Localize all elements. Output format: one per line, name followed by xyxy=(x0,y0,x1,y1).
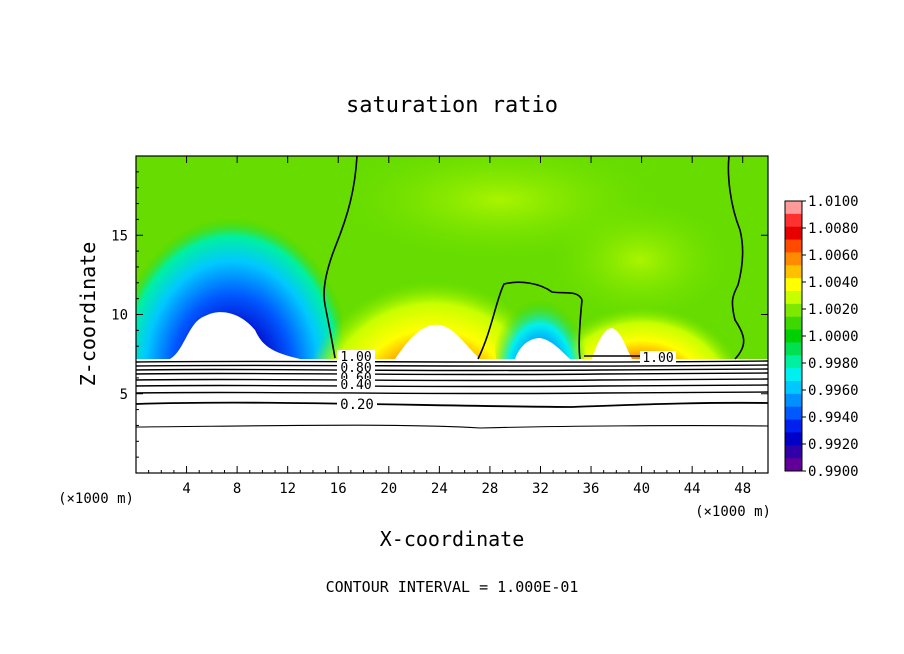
contour-label: 0.80 xyxy=(340,361,371,376)
y-tick-label: 5 xyxy=(120,387,128,403)
y-unit-label: (×1000 m) xyxy=(695,504,771,520)
saturation-field xyxy=(136,156,768,359)
colorbar-swatch xyxy=(785,213,802,228)
x-unit-label: (×1000 m) xyxy=(58,491,134,507)
colorbar-swatch xyxy=(785,201,802,215)
x-tick-label: 32 xyxy=(532,481,549,497)
colorbar-swatch xyxy=(785,381,802,395)
colorbar-label: 1.0020 xyxy=(808,302,859,318)
contour-label: 1.00 xyxy=(642,351,673,366)
colorbar-swatch xyxy=(785,303,802,318)
chart-title: saturation ratio xyxy=(346,93,558,118)
y-tick-label: 15 xyxy=(111,228,128,244)
colorbar-label: 0.9920 xyxy=(808,437,859,453)
x-axis: 4 8 12 16 20 24 28 32 36 40 44 48 xyxy=(148,156,756,497)
x-tick-label: 44 xyxy=(684,481,701,497)
colorbar: 1.0100 1.0080 1.0060 1.0040 1.0020 1.0000 0.99… xyxy=(784,194,859,480)
colorbar-swatch xyxy=(785,291,802,305)
x-tick-label: 16 xyxy=(330,481,347,497)
colorbar-swatch xyxy=(785,458,802,472)
y-axis: 5 10 15 xyxy=(111,171,768,458)
colorbar-label: 1.0000 xyxy=(808,329,859,345)
colorbar-label: 0.9900 xyxy=(808,464,859,480)
dry-core-far-right xyxy=(592,328,632,359)
colorbar-swatch xyxy=(785,445,802,459)
colorbar-label: 1.0100 xyxy=(808,194,859,210)
colorbar-label: 0.9960 xyxy=(808,383,859,399)
colorbar-swatch xyxy=(785,265,802,279)
x-tick-label: 20 xyxy=(380,481,397,497)
colorbar-label: 0.9940 xyxy=(808,410,859,426)
contour-interval-footer: CONTOUR INTERVAL = 1.000E-01 xyxy=(326,578,579,596)
x-tick-label: 36 xyxy=(583,481,600,497)
colorbar-swatch xyxy=(785,406,802,421)
x-tick-label: 40 xyxy=(633,481,650,497)
contour-label: 1.00 xyxy=(340,350,371,365)
colorbar-swatch xyxy=(785,342,802,356)
x-tick-label: 24 xyxy=(431,481,448,497)
y-axis-label: Z-coordinate xyxy=(76,242,100,387)
colorbar-label: 0.9980 xyxy=(808,356,859,372)
x-tick-label: 12 xyxy=(279,481,296,497)
dry-core-right xyxy=(515,338,570,359)
contour-label-group: 1.00 0.80 0.60 0.40 0.20 1.00 xyxy=(337,350,676,413)
colorbar-label: 1.0080 xyxy=(808,221,859,237)
colorbar-swatch xyxy=(785,316,802,331)
x-tick-label: 4 xyxy=(182,481,190,497)
contour-label: 0.20 xyxy=(340,397,374,413)
colorbar-swatch xyxy=(785,239,802,253)
dry-core-left xyxy=(170,312,300,359)
colorbar-swatch xyxy=(785,329,802,343)
colorbar-swatch xyxy=(785,419,802,433)
y-tick-label: 10 xyxy=(111,308,128,324)
colorbar-swatch xyxy=(785,355,802,369)
colorbar-swatch xyxy=(785,226,802,241)
colorbar-swatch xyxy=(785,278,802,292)
colorbar-label: 1.0060 xyxy=(808,248,859,264)
dry-core-center xyxy=(395,324,480,359)
x-axis-label: X-coordinate xyxy=(380,527,525,551)
x-tick-label: 28 xyxy=(481,481,498,497)
colorbar-label: 1.0040 xyxy=(808,275,859,291)
colorbar-swatch xyxy=(785,368,802,382)
x-tick-label: 8 xyxy=(233,481,241,497)
colorbar-swatch xyxy=(785,432,802,446)
contour-label: 0.40 xyxy=(340,378,371,393)
x-tick-label: 48 xyxy=(734,481,751,497)
colorbar-swatch xyxy=(785,393,802,408)
colorbar-swatch xyxy=(785,252,802,266)
